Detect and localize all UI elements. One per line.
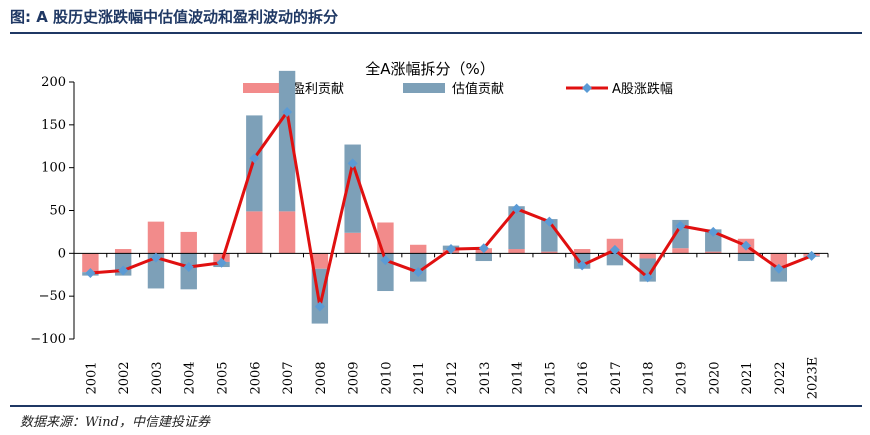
earnings-bar <box>508 249 525 254</box>
index-point <box>413 267 424 278</box>
legend-label-index: A股涨跌幅 <box>612 81 673 97</box>
x-tick-label: 2011 <box>412 361 427 394</box>
x-tick-label: 2021 <box>740 361 755 394</box>
index-point <box>675 220 686 231</box>
figure-title: 图: A 股历史涨跌幅中估值波动和盈利波动的拆分 <box>10 8 339 26</box>
x-tick-label: 2001 <box>84 361 99 394</box>
index-point <box>216 257 227 268</box>
earnings-bar <box>377 222 394 254</box>
earnings-bar <box>639 253 656 259</box>
x-tick-label: 2015 <box>543 361 558 394</box>
x-tick-label: 2010 <box>379 361 394 394</box>
legend-marker-index <box>582 83 592 93</box>
y-tick-label: 0 <box>58 246 66 261</box>
index-point <box>347 158 358 169</box>
x-tick-label: 2003 <box>150 361 165 394</box>
index-point <box>150 252 161 263</box>
source-note: 数据来源：Wind，中信建投证券 <box>20 415 210 430</box>
earnings-bar <box>213 253 230 262</box>
earnings-bar <box>705 251 722 254</box>
earnings-bar <box>410 244 427 254</box>
index-point <box>314 301 325 312</box>
index-point <box>741 240 752 251</box>
chart: 全A涨幅拆分（%） 盈利贡献 估值贡献 A股涨跌幅 −100 −50 0 50 100 1… <box>30 60 829 400</box>
earnings-bar <box>672 248 689 254</box>
index-point <box>183 262 194 273</box>
earnings-bar <box>311 253 329 269</box>
earnings-bar <box>246 211 263 254</box>
index-line <box>90 110 813 308</box>
x-tick-label: 2020 <box>707 361 722 394</box>
index-point <box>85 268 96 279</box>
earnings-bar <box>770 253 788 267</box>
legend: 盈利贡献 估值贡献 A股涨跌幅 <box>243 81 673 97</box>
y-tick-label: 200 <box>41 75 66 90</box>
x-tick-label: 2019 <box>674 361 689 394</box>
index-point <box>577 260 588 271</box>
x-tick-label: 2016 <box>576 361 591 394</box>
earnings-bar <box>278 211 296 254</box>
index-point <box>544 216 555 227</box>
x-tick-label: 2008 <box>314 361 329 394</box>
valuation-bar <box>246 115 263 212</box>
earnings-bar <box>573 249 591 254</box>
index-point <box>642 272 653 283</box>
index-point <box>511 203 522 214</box>
top-rule <box>10 32 862 34</box>
x-tick-label: 2005 <box>216 361 231 394</box>
index-point <box>806 250 817 261</box>
valuation-bar <box>770 266 788 282</box>
index-point <box>446 244 456 255</box>
x-tick-label: 2002 <box>117 361 132 394</box>
y-tick-label: 100 <box>41 161 66 176</box>
earnings-bar <box>344 232 361 254</box>
x-tick-label: 2012 <box>445 361 460 394</box>
valuation-bar <box>278 70 296 212</box>
index-point <box>282 106 293 117</box>
valuation-bar <box>344 144 361 233</box>
y-tick-label: 150 <box>41 118 66 133</box>
index-point <box>118 265 129 276</box>
index-point <box>708 226 719 237</box>
valuation-bar <box>606 253 624 266</box>
y-tick-label: −100 <box>30 332 66 347</box>
index-point <box>478 243 489 254</box>
x-tick-label: 2009 <box>347 361 362 394</box>
plot-area: −100 −50 0 50 100 150 200 2001 2002 2003 2004 2005 2… <box>30 70 829 400</box>
valuation-bar <box>737 253 755 262</box>
valuation-bar <box>475 253 492 262</box>
earnings-bar <box>114 249 132 254</box>
legend-swatch-earnings <box>243 83 285 93</box>
index-point <box>380 255 391 266</box>
x-tick-label: 2007 <box>281 361 296 394</box>
x-tick-label: 2018 <box>642 361 657 394</box>
valuation-bar <box>508 206 525 250</box>
index-point <box>773 263 784 274</box>
x-tick-label: 2023E <box>806 357 821 400</box>
earnings-bar <box>82 253 99 273</box>
y-tick-label: 50 <box>49 204 66 219</box>
earnings-bar <box>147 221 165 254</box>
bottom-rule <box>10 405 862 407</box>
y-tick-label: −50 <box>39 289 66 304</box>
earnings-bar <box>541 251 558 254</box>
legend-swatch-valuation <box>403 83 445 93</box>
x-tick-label: 2014 <box>511 361 526 394</box>
x-tick-label: 2013 <box>478 361 493 394</box>
x-tick-label: 2004 <box>183 361 198 394</box>
x-tick-label: 2017 <box>609 361 624 394</box>
x-tick-label: 2006 <box>248 361 263 394</box>
chart-title: 全A涨幅拆分（%） <box>365 60 495 78</box>
index-point <box>609 244 620 255</box>
x-tick-label: 2022 <box>773 361 788 394</box>
legend-label-valuation: 估值贡献 <box>452 81 504 97</box>
index-point <box>249 153 260 164</box>
valuation-bar <box>147 253 165 289</box>
legend-label-earnings: 盈利贡献 <box>292 82 344 97</box>
earnings-bar <box>180 231 197 254</box>
